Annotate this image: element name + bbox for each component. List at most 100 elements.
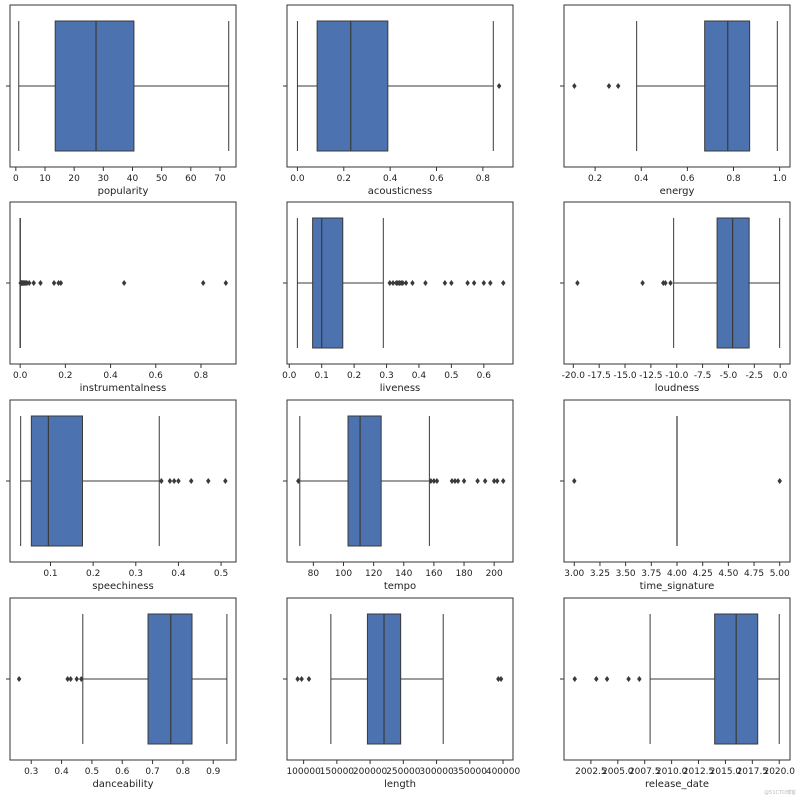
panel-danceability: 0.3 0.4 0.5 0.6 0.7 0.8 0.9 danceability <box>6 597 237 790</box>
panel-instrumentalness: 0.0 0.2 0.4 0.6 0.8 instrumentalness <box>6 201 237 394</box>
x-tick-label: 140 <box>395 569 412 579</box>
x-axis-label: speechiness <box>92 581 153 592</box>
outlier-point <box>306 676 312 682</box>
iqr-box <box>147 613 193 745</box>
outlier-point <box>640 280 645 286</box>
iqr-box <box>54 20 135 152</box>
x-tick-label: 0.8 <box>476 174 491 184</box>
outlier-point <box>575 280 580 286</box>
outlier-point <box>390 280 396 286</box>
x-tick-label: 0.4 <box>171 569 186 579</box>
x-tick-label: -10.0 <box>665 371 689 381</box>
outlier-point <box>496 676 501 682</box>
panel-time_signature: 3.00 3.25 3.50 3.75 4.00 4.25 4.50 4.75 5.00 time… <box>560 399 791 592</box>
outlier-point <box>171 478 177 484</box>
outlier-point <box>449 280 454 286</box>
x-tick-label: 2017.5 <box>737 767 769 777</box>
outlier-point <box>428 478 434 484</box>
outlier-point <box>121 280 127 286</box>
iqr-box <box>30 415 83 547</box>
x-axis-label: danceability <box>92 779 153 790</box>
x-tick-label: 120 <box>365 569 382 579</box>
x-tick-label: 0.4 <box>383 174 398 184</box>
outlier-point <box>606 83 612 89</box>
x-tick-label: -12.5 <box>639 371 662 381</box>
outlier-point <box>223 478 228 484</box>
outlier-point <box>475 478 480 484</box>
x-tick-label: -2.5 <box>746 371 764 381</box>
outlier-point <box>410 280 415 286</box>
x-tick-label: 4.00 <box>667 569 687 579</box>
x-tick-label: 0.4 <box>412 371 427 381</box>
x-tick-label: 0.9 <box>206 767 221 777</box>
panel-tempo: 80 100 120 140 160 180 200 tempo <box>283 399 514 592</box>
x-axis-label: time_signature <box>640 581 715 592</box>
panel-length: 1000001500002000002500003000003500004000… <box>283 597 521 790</box>
x-axis-label: energy <box>660 186 695 197</box>
outlier-point <box>442 280 448 286</box>
iqr-box <box>312 217 344 349</box>
x-tick-label: 3.75 <box>641 569 661 579</box>
outlier-point <box>431 478 437 484</box>
outlier-point <box>79 676 84 682</box>
outlier-point <box>663 280 668 286</box>
x-axis-label: length <box>384 779 416 790</box>
x-tick-label: -17.5 <box>588 371 611 381</box>
x-tick-label: 0.8 <box>726 174 741 184</box>
outlier-point <box>471 280 477 286</box>
outlier-point <box>452 478 458 484</box>
panel-liveness: 0.0 0.1 0.2 0.3 0.4 0.5 0.6 liveness <box>282 201 514 394</box>
outlier-point <box>498 676 504 682</box>
outlier-point <box>482 478 488 484</box>
x-tick-label: 0.4 <box>634 174 649 184</box>
outlier-point <box>494 478 500 484</box>
x-tick-label: 4.25 <box>693 569 713 579</box>
x-axis-label: liveness <box>380 383 421 394</box>
x-tick-label: 80 <box>308 569 320 579</box>
outlier-point <box>491 478 497 484</box>
x-tick-label: 0.2 <box>86 569 100 579</box>
x-tick-label: 70 <box>214 174 226 184</box>
outlier-point <box>626 676 631 682</box>
iqr-box <box>347 415 382 547</box>
outlier-point <box>423 280 428 286</box>
x-tick-label: 0.6 <box>680 174 695 184</box>
x-tick-label: 0.2 <box>588 174 602 184</box>
x-tick-label: 0.5 <box>214 569 228 579</box>
x-tick-label: 200 <box>486 569 503 579</box>
x-tick-label: -7.5 <box>694 371 712 381</box>
outlier-point <box>159 478 164 484</box>
x-tick-label: 0.2 <box>337 174 351 184</box>
x-tick-label: 0.8 <box>176 767 191 777</box>
x-tick-label: 0.3 <box>379 371 393 381</box>
outlier-point <box>299 676 304 682</box>
watermark: @51CTO博客 <box>764 790 796 796</box>
x-tick-label: 0.8 <box>194 371 209 381</box>
outlier-point <box>572 478 577 484</box>
x-tick-label: 0.2 <box>347 371 361 381</box>
x-tick-label: 400000 <box>486 767 521 777</box>
outlier-point <box>488 280 493 286</box>
x-tick-label: 4.75 <box>744 569 764 579</box>
x-axis-label: acousticness <box>368 186 432 197</box>
outlier-point <box>465 280 470 286</box>
x-tick-label: 0.0 <box>773 371 788 381</box>
outlier-point <box>572 83 577 89</box>
x-tick-label: 2015.0 <box>710 767 742 777</box>
outlier-point <box>455 478 461 484</box>
x-axis-label: instrumentalness <box>80 383 167 394</box>
x-tick-label: 1.0 <box>772 174 787 184</box>
outlier-point <box>56 280 61 286</box>
x-tick-label: 0.6 <box>115 767 130 777</box>
outlier-point <box>31 280 36 286</box>
x-tick-label: 0.5 <box>85 767 99 777</box>
panel-popularity: 0 10 20 30 40 50 60 70 popularity <box>6 4 237 197</box>
x-tick-label: 2002.5 <box>575 767 607 777</box>
x-tick-label: 180 <box>455 569 472 579</box>
x-tick-label: 3.25 <box>590 569 610 579</box>
x-tick-label: 30 <box>98 174 110 184</box>
x-tick-label: 2007.5 <box>629 767 661 777</box>
outlier-point <box>637 676 642 682</box>
x-tick-label: 350000 <box>453 767 488 777</box>
outlier-point <box>223 280 229 286</box>
